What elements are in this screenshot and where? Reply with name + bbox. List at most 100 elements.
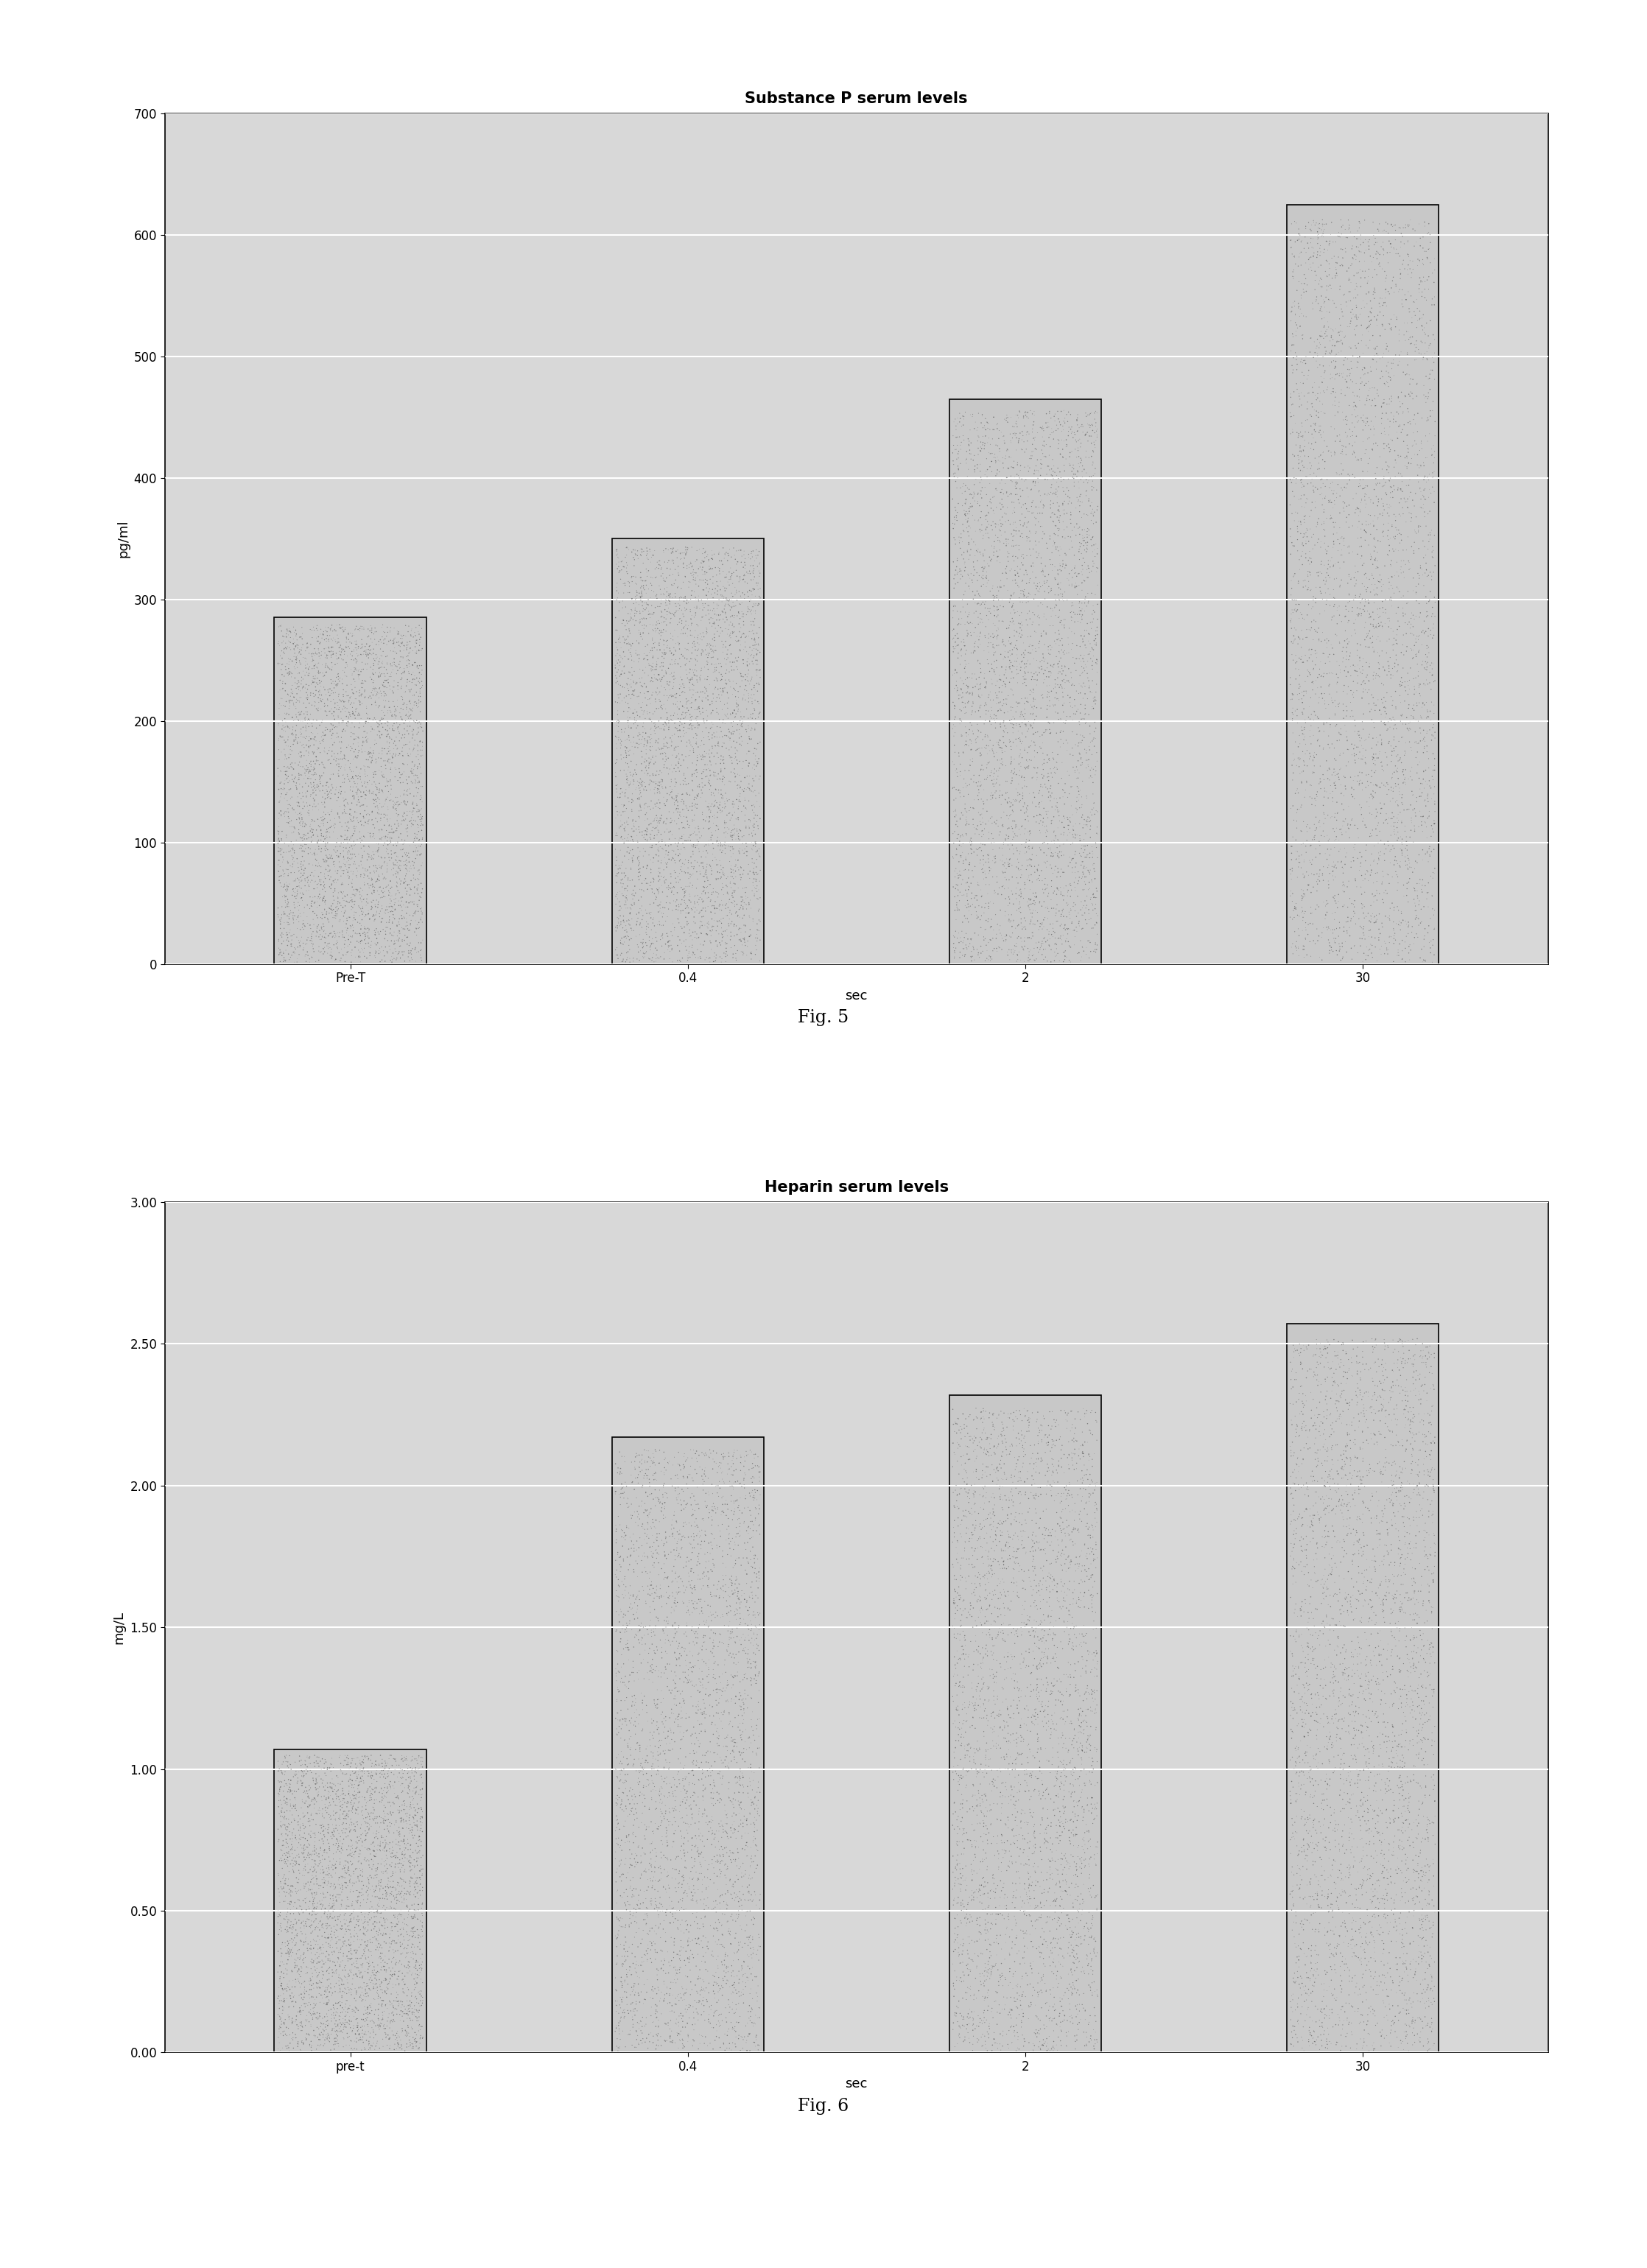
Point bbox=[1314, 830, 1341, 866]
Point bbox=[402, 869, 428, 905]
Point bbox=[1369, 1826, 1395, 1862]
Point bbox=[972, 1776, 998, 1812]
Point bbox=[1346, 758, 1372, 794]
Point bbox=[687, 1835, 713, 1871]
Point bbox=[603, 771, 629, 807]
Point bbox=[947, 701, 973, 737]
Point bbox=[998, 1660, 1024, 1696]
Point bbox=[1057, 1998, 1084, 2034]
Point bbox=[679, 891, 705, 928]
Point bbox=[611, 1964, 637, 2000]
Point bbox=[265, 826, 292, 862]
Point bbox=[1323, 2028, 1349, 2064]
Point bbox=[1028, 442, 1054, 479]
Point bbox=[1296, 229, 1323, 265]
Point bbox=[628, 880, 654, 916]
Point bbox=[613, 1465, 639, 1501]
Point bbox=[1359, 1329, 1385, 1365]
Point bbox=[336, 694, 362, 730]
Point bbox=[1411, 1467, 1438, 1504]
Point bbox=[639, 674, 665, 710]
Point bbox=[343, 692, 369, 728]
Point bbox=[329, 1755, 356, 1792]
Point bbox=[973, 476, 1000, 513]
Point bbox=[372, 676, 399, 712]
Point bbox=[637, 558, 664, 594]
Point bbox=[968, 1395, 995, 1431]
Point bbox=[647, 1887, 674, 1923]
Point bbox=[321, 810, 348, 846]
Point bbox=[1064, 1991, 1090, 2028]
Point bbox=[1321, 560, 1347, 596]
Point bbox=[1293, 1903, 1319, 1939]
Point bbox=[687, 696, 713, 733]
Point bbox=[715, 1903, 741, 1939]
Point bbox=[1046, 581, 1072, 617]
Point bbox=[728, 578, 754, 615]
Point bbox=[710, 1728, 736, 1765]
Point bbox=[991, 1805, 1018, 1842]
Point bbox=[305, 608, 331, 644]
Point bbox=[705, 1842, 731, 1878]
Point bbox=[1383, 1474, 1410, 1510]
Point bbox=[339, 828, 366, 864]
Point bbox=[1351, 896, 1377, 932]
Point bbox=[604, 1579, 631, 1615]
Point bbox=[273, 1873, 300, 1910]
Point bbox=[265, 1749, 292, 1785]
Point bbox=[712, 2032, 738, 2068]
Point bbox=[670, 914, 697, 950]
Point bbox=[379, 710, 405, 746]
Point bbox=[1290, 696, 1316, 733]
Point bbox=[366, 644, 392, 680]
Point bbox=[957, 676, 983, 712]
Point bbox=[608, 1998, 634, 2034]
Point bbox=[1298, 1860, 1324, 1896]
Point bbox=[963, 1758, 990, 1794]
Point bbox=[295, 796, 321, 832]
Point bbox=[672, 558, 698, 594]
Point bbox=[940, 769, 967, 805]
Point bbox=[371, 669, 397, 705]
Point bbox=[735, 748, 761, 785]
Point bbox=[730, 1930, 756, 1966]
Point bbox=[1023, 1830, 1049, 1867]
Point bbox=[1023, 2016, 1049, 2053]
Point bbox=[376, 1796, 402, 1833]
Point bbox=[1326, 456, 1352, 492]
Point bbox=[300, 925, 326, 962]
Point bbox=[277, 912, 303, 948]
Point bbox=[1283, 1785, 1309, 1821]
Point bbox=[963, 730, 990, 767]
Point bbox=[690, 633, 716, 669]
Point bbox=[1299, 1508, 1326, 1545]
Point bbox=[1005, 1399, 1031, 1436]
Point bbox=[1392, 1383, 1418, 1420]
Point bbox=[1364, 542, 1390, 578]
Point bbox=[399, 646, 425, 683]
Point bbox=[613, 771, 639, 807]
Point bbox=[1400, 1431, 1426, 1467]
Point bbox=[1339, 1960, 1365, 1996]
Point bbox=[1016, 1563, 1043, 1599]
Point bbox=[695, 683, 721, 719]
Point bbox=[945, 1930, 972, 1966]
Point bbox=[282, 1774, 308, 1810]
Point bbox=[955, 1558, 982, 1594]
Point bbox=[669, 869, 695, 905]
Point bbox=[652, 1703, 679, 1740]
Point bbox=[364, 1799, 390, 1835]
Point bbox=[1403, 1962, 1430, 1998]
Point bbox=[1415, 1603, 1441, 1640]
Point bbox=[338, 819, 364, 855]
Point bbox=[333, 2003, 359, 2039]
Point bbox=[283, 841, 310, 878]
Point bbox=[1360, 342, 1387, 379]
Point bbox=[1380, 719, 1407, 755]
Point bbox=[713, 1737, 740, 1774]
Point bbox=[287, 669, 313, 705]
Point bbox=[721, 1597, 748, 1633]
Point bbox=[996, 841, 1023, 878]
Point bbox=[728, 1717, 754, 1753]
Point bbox=[1034, 1930, 1061, 1966]
